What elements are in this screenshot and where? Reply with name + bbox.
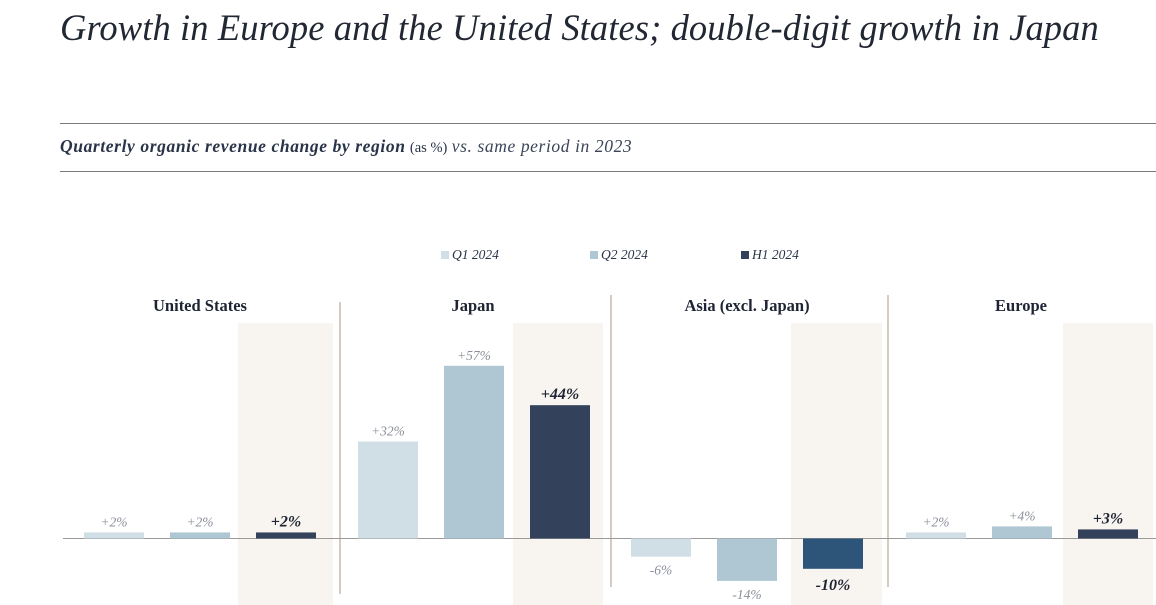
bar-asia-excl-japan-q1-2024 <box>631 538 691 557</box>
bar-united-states-q1-2024 <box>84 532 144 539</box>
legend-item-q1-2024: Q1 2024 <box>441 247 499 263</box>
bar-asia-excl-japan-h1-2024 <box>803 538 863 569</box>
bar-europe-q2-2024 <box>992 526 1052 539</box>
legend-swatch-q2-2024 <box>590 251 598 259</box>
data-label-europe-q1-2024: +2% <box>922 514 949 529</box>
legend-swatch-q1-2024 <box>441 251 449 259</box>
legend-item-q2-2024: Q2 2024 <box>590 247 648 263</box>
data-label-asia-excl-japan-h1-2024: -10% <box>816 577 851 594</box>
legend-label-q1-2024: Q1 2024 <box>452 247 499 262</box>
page-headline: Growth in Europe and the United States; … <box>60 7 1099 48</box>
subtitle-period: vs. same period in 2023 <box>451 136 633 156</box>
data-label-japan-q1-2024: +32% <box>371 424 405 439</box>
data-label-asia-excl-japan-q2-2024: -14% <box>732 587 761 602</box>
highlight-panel-united-states <box>238 323 333 605</box>
bar-japan-q1-2024 <box>358 441 418 539</box>
data-label-europe-h1-2024: +3% <box>1093 510 1123 527</box>
data-label-europe-q2-2024: +4% <box>1008 508 1035 523</box>
bar-japan-q2-2024 <box>444 365 504 539</box>
chart-subtitle: Quarterly organic revenue change by regi… <box>60 136 632 157</box>
subtitle-unit: (as %) <box>409 140 448 156</box>
region-label-europe: Europe <box>995 296 1047 315</box>
region-label-asia-excl-japan: Asia (excl. Japan) <box>684 296 810 315</box>
subtitle-main: Quarterly organic revenue change by regi… <box>60 136 406 156</box>
bar-europe-h1-2024 <box>1078 529 1138 539</box>
region-label-united-states: United States <box>153 296 247 315</box>
data-label-japan-h1-2024: +44% <box>541 386 579 403</box>
legend-swatch-h1-2024 <box>741 251 749 259</box>
bar-europe-q1-2024 <box>906 532 966 539</box>
data-label-united-states-q2-2024: +2% <box>186 514 213 529</box>
bar-united-states-q2-2024 <box>170 532 230 539</box>
legend-label-q2-2024: Q2 2024 <box>601 247 648 262</box>
highlight-panel-europe <box>1063 323 1153 605</box>
bar-united-states-h1-2024 <box>256 532 316 539</box>
legend-item-h1-2024: H1 2024 <box>741 247 799 263</box>
data-label-united-states-q1-2024: +2% <box>100 514 127 529</box>
bar-japan-h1-2024 <box>530 405 590 539</box>
region-label-japan: Japan <box>451 296 495 315</box>
top-rule <box>60 123 1156 124</box>
bar-asia-excl-japan-q2-2024 <box>717 538 777 581</box>
legend-label-h1-2024: H1 2024 <box>752 247 799 262</box>
data-label-asia-excl-japan-q1-2024: -6% <box>650 563 673 578</box>
subtitle-rule <box>60 171 1156 172</box>
data-label-japan-q2-2024: +57% <box>457 348 491 363</box>
data-label-united-states-h1-2024: +2% <box>271 513 301 530</box>
